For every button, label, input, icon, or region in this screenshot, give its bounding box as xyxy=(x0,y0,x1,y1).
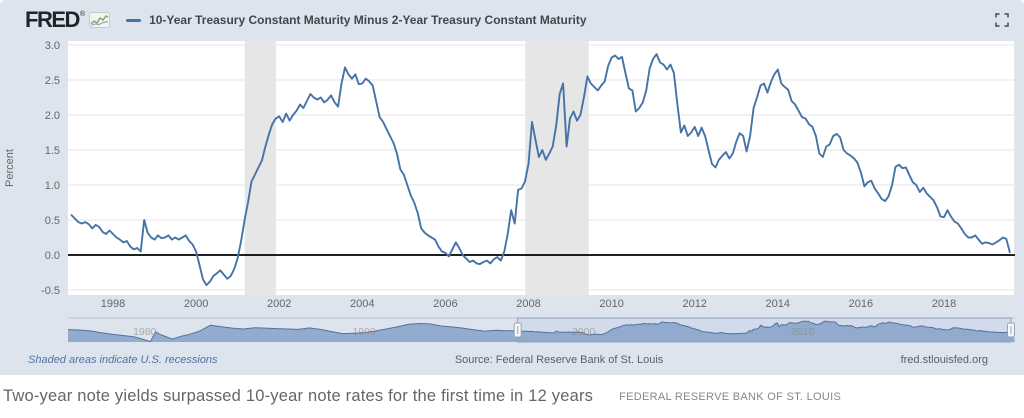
x-tick-label: 2004 xyxy=(350,298,374,310)
legend-line-icon xyxy=(126,18,142,22)
chart-footer: Shaded areas indicate U.S. recessions So… xyxy=(0,345,1024,375)
article-caption: Two-year note yields surpassed 10-year n… xyxy=(0,375,1024,418)
mini-line xyxy=(67,320,1014,343)
y-tick-label: 2.5 xyxy=(45,75,60,87)
source-text: Source: Federal Reserve Bank of St. Loui… xyxy=(454,354,664,366)
series-legend: 10-Year Treasury Constant Maturity Minus… xyxy=(126,13,587,27)
x-tick-label: 2000 xyxy=(184,298,208,310)
expand-icon xyxy=(995,13,1009,27)
x-tick-label: 2016 xyxy=(849,298,873,310)
recession-band xyxy=(525,41,589,295)
y-tick-label: 2.0 xyxy=(45,110,60,122)
range-handle-right[interactable] xyxy=(1007,322,1015,338)
fred-site-link[interactable]: fred.stlouisfed.org xyxy=(900,354,988,366)
range-handle-left[interactable] xyxy=(513,322,522,338)
x-tick-label: 2006 xyxy=(433,298,457,310)
caption-attribution: FEDERAL RESERVE BANK OF ST. LOUIS xyxy=(619,390,842,403)
y-tick-label: 1.0 xyxy=(45,180,60,192)
x-tick-label: 2018 xyxy=(932,298,956,310)
mini-decade-label: 1990 xyxy=(352,326,376,338)
x-tick-label: 1998 xyxy=(101,298,125,310)
mini-decade-label: 1980 xyxy=(133,326,157,338)
y-tick-label: 0.5 xyxy=(45,215,60,227)
fullscreen-button[interactable] xyxy=(993,11,1011,29)
x-tick-label: 2012 xyxy=(682,298,706,310)
recession-band xyxy=(244,41,276,295)
x-tick-label: 2002 xyxy=(267,298,291,310)
chart-header: FRED ® 10-Year Treasury Constant Maturit… xyxy=(0,0,1024,40)
recession-note: Shaded areas indicate U.S. recessions xyxy=(28,354,218,366)
main-chart[interactable]: 3.0 2.5 2.0 1.5 1.0 0.5 0.0 -0.5 1998 2000 2002 200… xyxy=(0,40,1024,315)
registered-mark: ® xyxy=(79,11,86,18)
caption-headline: Two-year note yields surpassed 10-year n… xyxy=(3,387,594,405)
y-axis-title: Percent xyxy=(4,149,16,187)
mini-area xyxy=(68,321,1015,342)
x-tick-label: 2014 xyxy=(766,298,790,310)
legend-series-label: 10-Year Treasury Constant Maturity Minus… xyxy=(149,13,587,27)
y-tick-label: 1.5 xyxy=(45,145,60,157)
fred-logo[interactable]: FRED ® xyxy=(25,7,111,32)
fred-chart-widget: FRED ® 10-Year Treasury Constant Maturit… xyxy=(0,0,1024,375)
y-tick-label: -0.5 xyxy=(41,285,60,297)
x-tick-label: 2010 xyxy=(599,298,623,310)
mini-decade-label: 2000 xyxy=(572,326,596,338)
series-line xyxy=(70,53,1011,287)
x-tick-label: 2008 xyxy=(516,298,540,310)
fred-sparkline-icon xyxy=(89,12,111,28)
range-selector[interactable]: 1980 1990 2000 2010 xyxy=(0,315,1024,345)
y-tick-label: 0.0 xyxy=(45,250,60,262)
y-tick-label: 3.0 xyxy=(45,40,60,52)
fred-logo-text: FRED xyxy=(25,7,80,32)
mini-decade-label: 2010 xyxy=(791,326,815,338)
